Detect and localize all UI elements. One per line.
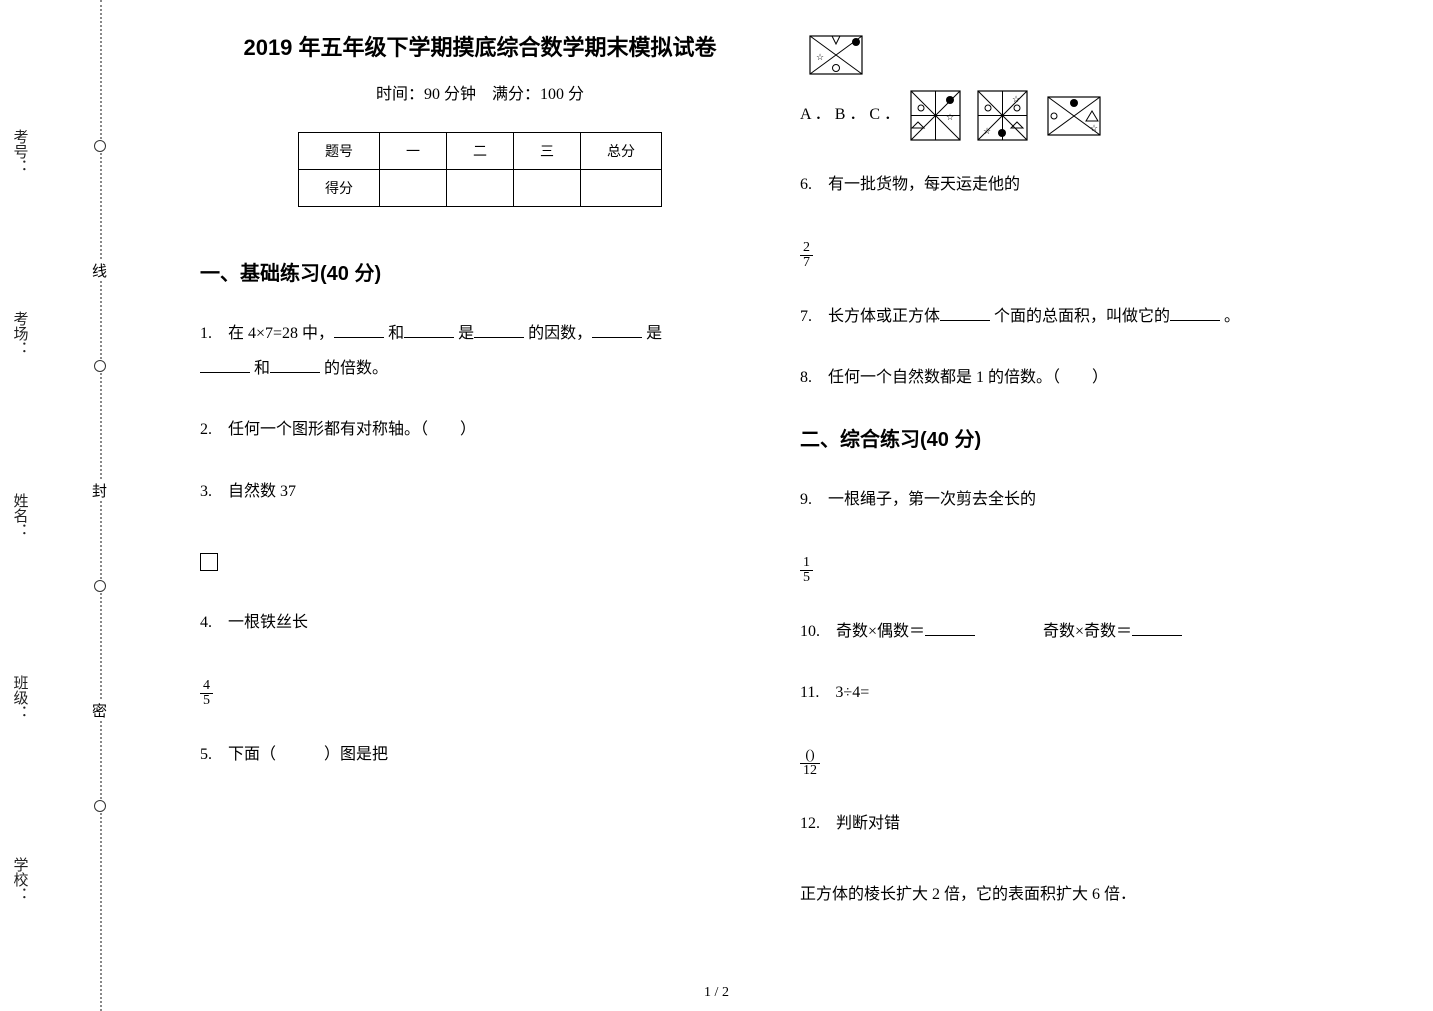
q12-text-a: 12. 判断对错: [800, 815, 900, 832]
q4-fraction: 4 5: [200, 679, 213, 708]
svg-text:☆: ☆: [816, 52, 824, 62]
q3-box-icon: [200, 553, 218, 571]
q5-option-a-label: A ．: [800, 106, 831, 123]
question-7: 7. 长方体或正方体 个面的总面积，叫做它的 。: [800, 299, 1360, 334]
question-5: 5. 下面（ ）图是把: [200, 737, 760, 772]
q9-text: 9. 一根绳子，第一次剪去全长的: [800, 491, 1036, 508]
bind-char-2: 封: [92, 480, 107, 501]
q1-text-g: 的倍数。: [324, 360, 388, 377]
q1-text-b: 和: [388, 325, 404, 342]
side-label-school: 学校：: [10, 857, 31, 902]
q4-text: 4. 一根铁丝长: [200, 614, 308, 631]
q3-text: 3. 自然数 37: [200, 483, 296, 500]
q1-text-e: 是: [646, 325, 662, 342]
q1-text-a: 1. 在 4×7=28 中，: [200, 325, 334, 342]
q5-text: 5. 下面（ ）图是把: [200, 746, 388, 763]
question-4: 4. 一根铁丝长 4 5: [200, 605, 760, 711]
q6-text: 6. 有一批货物，每天运走他的: [800, 176, 1020, 193]
question-3: 3. 自然数 37: [200, 474, 760, 580]
svg-text:☆: ☆: [946, 112, 954, 122]
q11-frac-num: (): [800, 749, 820, 764]
q11-fraction: () 12: [800, 749, 820, 778]
q5-option-b-icon: ☆ ☆: [975, 88, 1030, 143]
question-6: 6. 有一批货物，每天运走他的 2 7: [800, 167, 1360, 273]
question-10: 10. 奇数×偶数＝ 奇数×奇数＝: [800, 614, 1360, 649]
score-cell-2: [447, 170, 514, 207]
score-row2-label: 得分: [299, 170, 380, 207]
svg-text:☆: ☆: [1090, 123, 1098, 133]
side-label-exam-number: 考号：: [10, 129, 31, 174]
q5-option-c-label: C ．: [869, 106, 900, 123]
question-9: 9. 一根绳子，第一次剪去全长的 1 5: [800, 482, 1360, 588]
q5-option-b-label: B ．: [835, 106, 866, 123]
q9-frac-den: 5: [800, 571, 813, 585]
q7-text-b: 个面的总面积，叫做它的: [994, 308, 1170, 325]
q9-fraction: 1 5: [800, 556, 813, 585]
score-header-2: 二: [447, 133, 514, 170]
score-cell-3: [514, 170, 581, 207]
score-cell-total: [581, 170, 662, 207]
score-cell-1: [380, 170, 447, 207]
q12-text-b: 正方体的棱长扩大 2 倍，它的表面积扩大 6 倍．: [800, 886, 1136, 903]
question-2: 2. 任何一个图形都有对称轴。（ ）: [200, 412, 760, 447]
binding-line: 线 封 密: [40, 0, 160, 1011]
score-header-3: 三: [514, 133, 581, 170]
page-number: 1 / 2: [704, 985, 729, 1001]
question-1: 1. 在 4×7=28 中， 和 是 的因数， 是 和 的倍数。: [200, 316, 760, 386]
question-11: 11. 3÷4= () 12: [800, 675, 1360, 781]
exam-subtitle: 时间：90 分钟 满分：100 分: [200, 80, 760, 104]
section-1-heading: 一、基础练习(40 分): [200, 257, 760, 286]
svg-text:☆: ☆: [1012, 94, 1020, 104]
tangram-reference-icon: ☆: [804, 30, 868, 80]
score-table: 题号 一 二 三 总分 得分: [298, 132, 662, 207]
q1-text-c: 是: [458, 325, 474, 342]
q4-frac-num: 4: [200, 679, 213, 694]
side-label-room: 考场：: [10, 311, 31, 356]
q5-option-a-icon: ☆: [908, 88, 963, 143]
side-label-class: 班级：: [10, 675, 31, 720]
q5-reference-figure: ☆: [800, 30, 1360, 80]
bind-char-1: 线: [92, 260, 107, 281]
q6-fraction: 2 7: [800, 241, 813, 270]
score-header-1: 一: [380, 133, 447, 170]
q9-frac-num: 1: [800, 556, 813, 571]
bind-char-3: 密: [92, 700, 107, 721]
exam-title: 2019 年五年级下学期摸底综合数学期末模拟试卷: [200, 30, 760, 62]
q6-frac-num: 2: [800, 241, 813, 256]
section-2-heading: 二、综合练习(40 分): [800, 423, 1360, 452]
q7-text-c: 。: [1224, 308, 1240, 325]
question-8: 8. 任何一个自然数都是 1 的倍数。（ ）: [800, 360, 1360, 395]
q10-text-b: 奇数×奇数＝: [1043, 623, 1132, 640]
q5-options-row: A ． B ． C ． ☆: [800, 88, 1360, 143]
q11-frac-den: 12: [800, 764, 820, 778]
q11-text: 11. 3÷4=: [800, 684, 869, 701]
svg-text:☆: ☆: [983, 126, 991, 136]
q1-text-d: 的因数，: [528, 325, 592, 342]
score-header-total: 总分: [581, 133, 662, 170]
q7-text-a: 7. 长方体或正方体: [800, 308, 940, 325]
question-12: 12. 判断对错 正方体的棱长扩大 2 倍，它的表面积扩大 6 倍．: [800, 806, 1360, 912]
q10-text-a: 10. 奇数×偶数＝: [800, 623, 925, 640]
q1-text-f: 和: [254, 360, 270, 377]
q4-frac-den: 5: [200, 694, 213, 708]
q6-frac-den: 7: [800, 256, 813, 270]
side-label-name: 姓名：: [10, 493, 31, 538]
score-header-label: 题号: [299, 133, 380, 170]
q5-option-c-icon: ☆: [1042, 91, 1106, 141]
